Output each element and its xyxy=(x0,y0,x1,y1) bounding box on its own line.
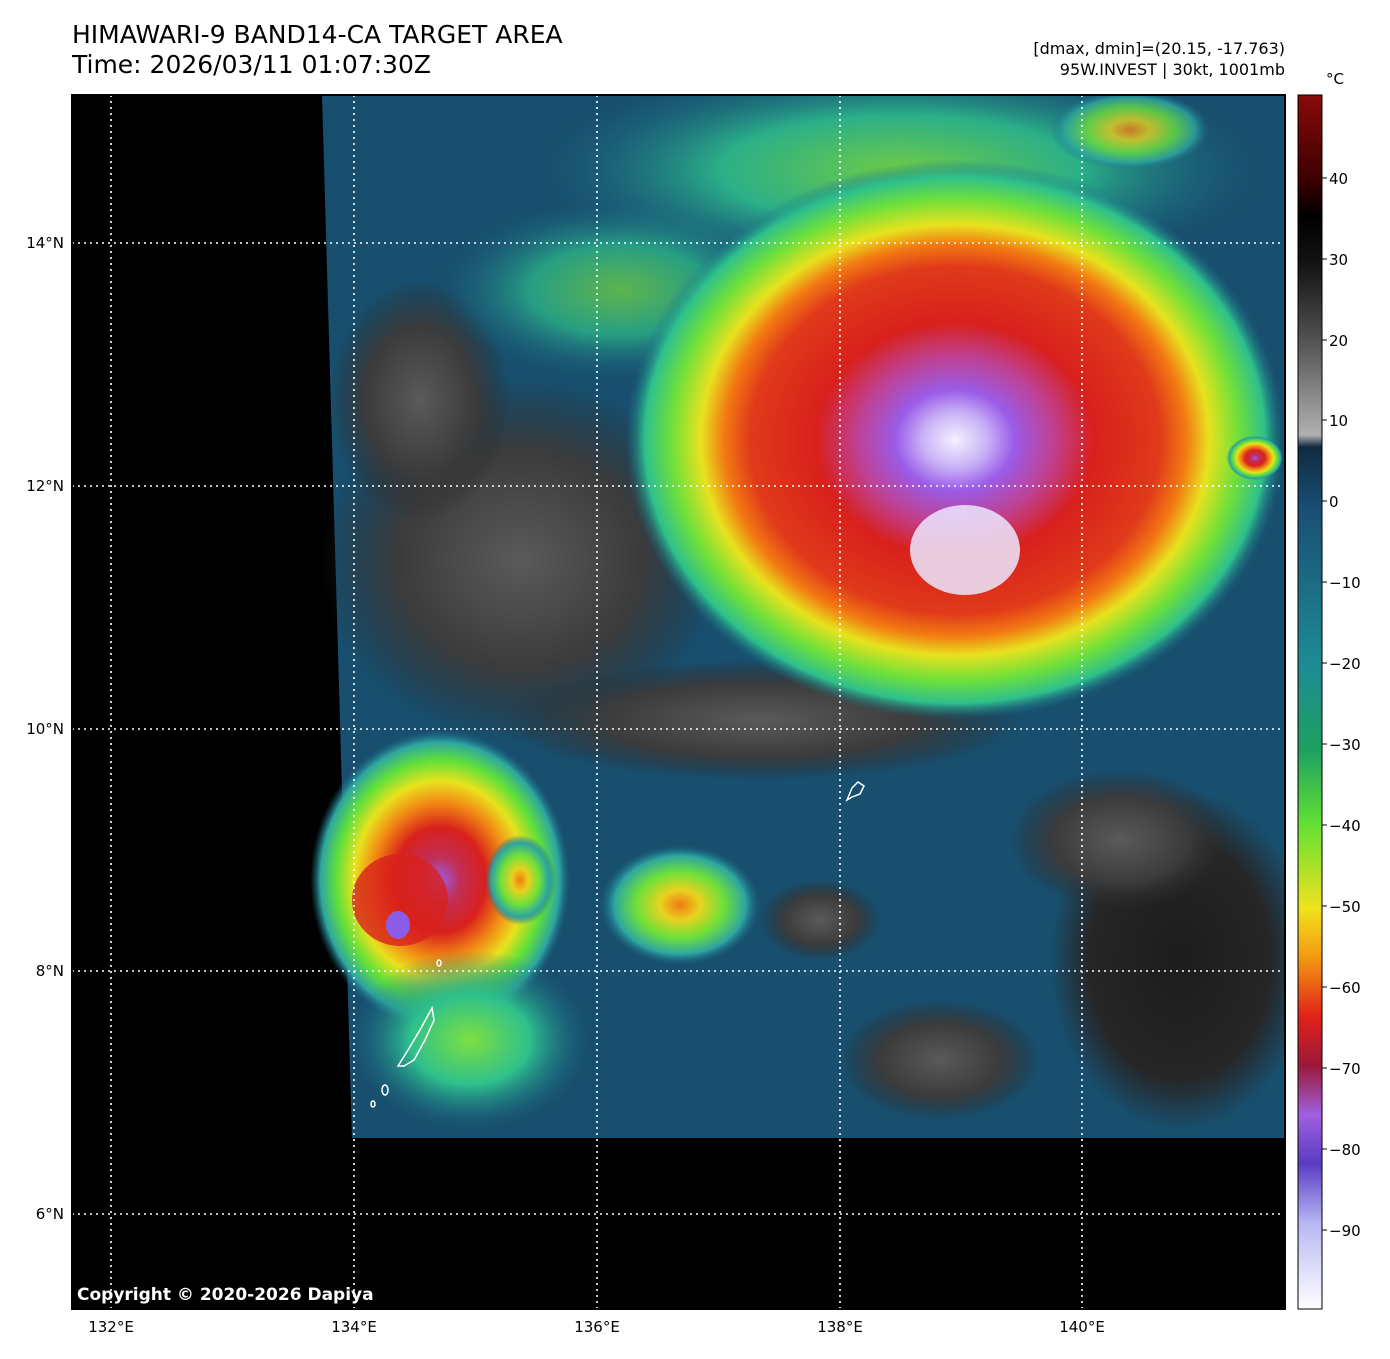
islet-coastline xyxy=(370,1100,376,1108)
grey-cloud-northwest xyxy=(330,280,510,520)
colorbar-tick-label: −80 xyxy=(1329,1141,1361,1159)
grey-cloud-east xyxy=(1010,770,1230,910)
islet-coastline xyxy=(436,959,442,967)
grey-cloud-southeast xyxy=(840,1000,1040,1120)
title-block: HIMAWARI-9 BAND14-CA TARGET AREA Time: 2… xyxy=(72,20,563,80)
colorbar-tick-label: −10 xyxy=(1329,574,1361,592)
info-block: [dmax, dmin]=(20.15, -17.763) 95W.INVEST… xyxy=(1033,38,1285,80)
colorbar-unit: °C xyxy=(1326,70,1344,88)
colorbar-tick-label: 20 xyxy=(1329,332,1348,350)
colorbar-tick-label: −90 xyxy=(1329,1222,1361,1240)
colorbar-tick-label: 0 xyxy=(1329,493,1339,511)
convective-cell-central xyxy=(600,845,760,965)
product-title: HIMAWARI-9 BAND14-CA TARGET AREA xyxy=(72,20,563,49)
longitude-label: 136°E xyxy=(574,1318,620,1336)
convective-cell-east-edge xyxy=(1227,436,1283,480)
longitude-label: 134°E xyxy=(331,1318,377,1336)
grey-cloud-south-central xyxy=(760,880,880,960)
longitude-label: 138°E xyxy=(817,1318,863,1336)
colorbar-tick-label: −40 xyxy=(1329,817,1361,835)
longitude-label: 132°E xyxy=(88,1318,134,1336)
longitude-label: 140°E xyxy=(1059,1318,1105,1336)
graticule xyxy=(72,95,1285,1309)
island-coastline-north xyxy=(845,781,865,802)
colorbar-ticks xyxy=(1322,177,1327,1231)
latitude-label: 12°N xyxy=(26,477,64,495)
colorbar-tick-label: 10 xyxy=(1329,412,1348,430)
latitude-label: 14°N xyxy=(26,234,64,252)
cloud-patch-northeast xyxy=(1050,95,1210,170)
storm-info-text: 95W.INVEST | 30kt, 1001mb xyxy=(1059,60,1285,79)
colorbar-tick-label: 40 xyxy=(1329,170,1348,188)
colorbar-tick-label: −30 xyxy=(1329,736,1361,754)
colorbar-tick-label: −50 xyxy=(1329,898,1361,916)
convective-core-west xyxy=(352,854,448,946)
colorbar-tick-label: −20 xyxy=(1329,655,1361,673)
copyright-text: Copyright © 2020-2026 Dapiya xyxy=(77,1285,374,1305)
observation-time: Time: 2026/03/11 01:07:30Z xyxy=(72,50,431,79)
satellite-imagery xyxy=(72,95,1285,1309)
convective-cell-small xyxy=(485,835,555,925)
colorbar-tick-label: 30 xyxy=(1329,251,1348,269)
storm-95w-cloud-shield xyxy=(625,160,1285,720)
green-cloud-southwest xyxy=(350,950,590,1130)
island-coastline-south xyxy=(396,1005,435,1067)
colorbar-tick-label: −70 xyxy=(1329,1060,1361,1078)
latitude-label: 8°N xyxy=(36,962,64,980)
storm-coldest-tops xyxy=(910,505,1020,595)
colorbar-tick-label: −60 xyxy=(1329,979,1361,997)
latitude-label: 6°N xyxy=(36,1205,64,1223)
latitude-label: 10°N xyxy=(26,720,64,738)
cold-top-west xyxy=(386,911,410,939)
colorbar xyxy=(1297,94,1323,1310)
map-frame xyxy=(71,94,1286,1310)
data-range-text: [dmax, dmin]=(20.15, -17.763) xyxy=(1033,39,1285,58)
islet-coastline xyxy=(381,1084,389,1096)
